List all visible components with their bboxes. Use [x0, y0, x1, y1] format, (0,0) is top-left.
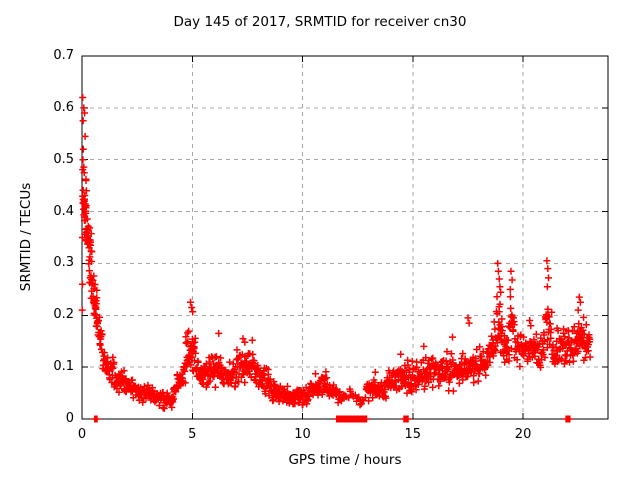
y-tick-label: 0.5 [53, 151, 74, 167]
y-tick-label: 0.6 [53, 99, 74, 115]
y-tick-label: 0 [65, 411, 74, 426]
x-tick-label: 5 [188, 427, 197, 442]
x-tick-label: 10 [294, 427, 311, 442]
y-tick-label: 0.1 [53, 359, 74, 375]
data-points [78, 94, 594, 423]
grid-lines [82, 56, 608, 419]
x-axis-label: GPS time / hours [288, 452, 402, 468]
y-tick-label: 0.2 [53, 307, 74, 323]
plot-title: Day 145 of 2017, SRMTID for receiver cn3… [173, 14, 467, 30]
y-tick-label: 0.4 [53, 203, 74, 219]
axis-ticks [81, 55, 608, 420]
x-tick-label: 0 [77, 427, 87, 442]
y-tick-label: 0.3 [53, 255, 74, 271]
plot-frame [81, 55, 609, 420]
x-tick-label: 15 [404, 427, 422, 442]
y-tick-label: 0.7 [53, 48, 74, 63]
x-tick-label: 20 [514, 427, 532, 442]
